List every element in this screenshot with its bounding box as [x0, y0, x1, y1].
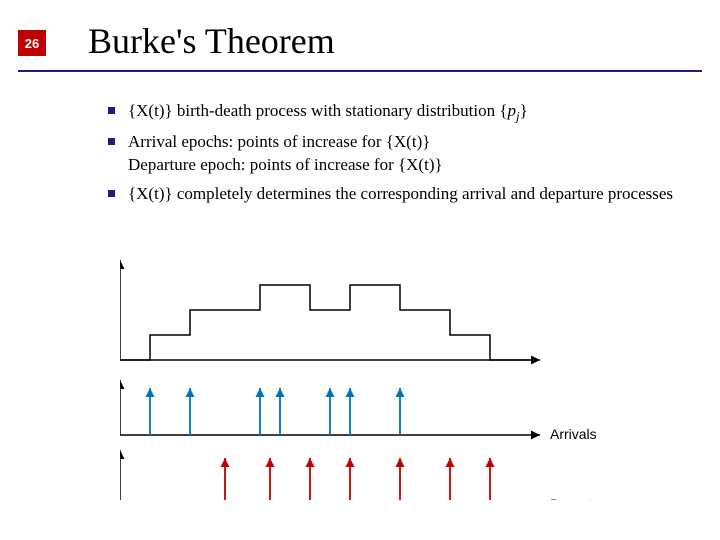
- process-diagram: Arrivals Departures: [120, 260, 600, 500]
- bullet-text: {X(t)} completely determines the corresp…: [128, 184, 673, 203]
- bullet-item: {X(t)} birth-death process with stationa…: [108, 100, 688, 125]
- bullet-marker-icon: [108, 107, 115, 114]
- departures-label: Departures: [550, 496, 600, 500]
- bullet-text: {X(t)} birth-death process with stationa…: [128, 101, 528, 120]
- page-title: Burke's Theorem: [88, 20, 335, 62]
- step-function-path: [120, 285, 530, 360]
- arrivals-label: Arrivals: [550, 426, 597, 442]
- bullet-list: {X(t)} birth-death process with stationa…: [108, 100, 688, 212]
- slide-number-text: 26: [25, 36, 39, 51]
- bullet-item: Arrival epochs: points of increase for {…: [108, 131, 688, 177]
- bullet-marker-icon: [108, 190, 115, 197]
- title-underline: [18, 70, 702, 72]
- slide-number-badge: 26: [18, 30, 46, 56]
- bullet-text: Arrival epochs: points of increase for {…: [128, 132, 443, 174]
- bullet-item: {X(t)} completely determines the corresp…: [108, 183, 688, 206]
- bullet-marker-icon: [108, 138, 115, 145]
